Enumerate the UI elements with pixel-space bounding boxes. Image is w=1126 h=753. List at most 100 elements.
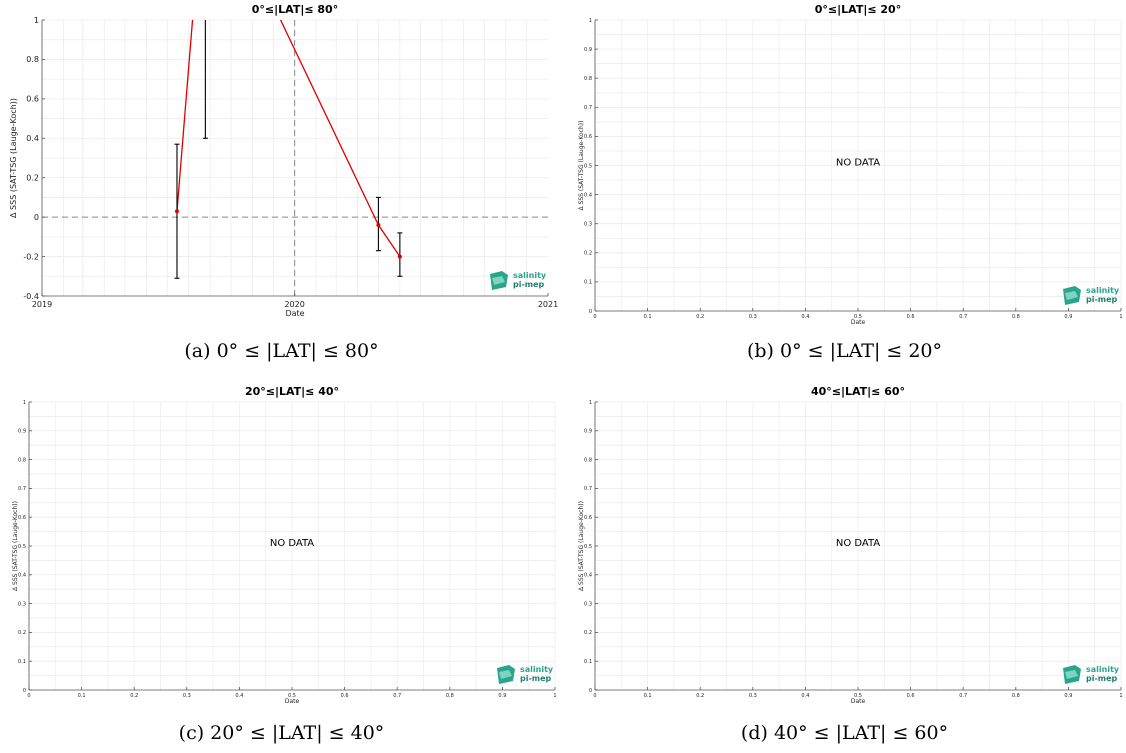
y-tick-labels: 0 0.1 0.2 0.3 0.4 0.5 0.6 0.7 0.8 0.9 1 <box>584 400 598 694</box>
x-tick-labels: 0 0.1 0.2 0.3 0.4 0.5 0.6 0.7 0.8 0.9 1 <box>27 687 557 699</box>
y-tick-label: 0.5 <box>18 544 26 550</box>
x-axis-label: Date <box>851 319 866 326</box>
x-tick-label: 0.3 <box>183 693 191 699</box>
y-tick-label: 0.4 <box>26 134 39 143</box>
y-tick-label: 0.5 <box>584 544 592 550</box>
logo-mark-highlight-icon <box>499 670 512 679</box>
logo-mark-highlight-icon <box>492 276 505 285</box>
x-tick-label: 0.1 <box>644 693 652 699</box>
caption-b: (b) 0° ≤ |LAT| ≤ 20° <box>746 340 943 362</box>
y-tick-label: 1 <box>23 400 26 406</box>
y-tick-label: 0.2 <box>18 630 26 636</box>
y-tick-label: 0.4 <box>584 573 592 579</box>
chart-title: 0°≤|LAT|≤ 20° <box>815 3 901 16</box>
logo-line2: pi-mep <box>520 674 552 683</box>
y-axis-label: Δ SSS (SAT-TSG (Lauge-Koch)) <box>9 98 18 218</box>
grid-lines <box>594 19 1122 312</box>
y-tick-label: -0.2 <box>23 252 39 261</box>
y-tick-label: 0.2 <box>26 174 39 183</box>
series-line <box>176 20 401 257</box>
y-tick-label: 0.6 <box>584 134 592 140</box>
x-tick-label: 0.8 <box>1012 314 1020 320</box>
x-axis-label: Date <box>851 698 866 705</box>
x-axis-label: Date <box>285 698 300 705</box>
y-tick-labels: 0 0.1 0.2 0.3 0.4 0.5 0.6 0.7 0.8 0.9 1 <box>584 18 598 315</box>
panel-a: 2019 2020 2021 -0.4 -0.2 0 0.2 0.4 0.6 0.8 1 0°≤|LA… <box>0 0 563 340</box>
y-tick-label: 0.8 <box>584 76 592 82</box>
x-tick-label: 0.7 <box>959 693 967 699</box>
y-tick-label: 1 <box>589 400 592 406</box>
logo-line2: pi-mep <box>513 280 545 289</box>
data-point <box>397 254 402 259</box>
x-tick-label: 0.6 <box>907 693 915 699</box>
y-tick-label: -0.4 <box>23 292 39 301</box>
y-tick-label: 0.8 <box>26 55 39 64</box>
x-tick-label: 0 <box>593 314 596 320</box>
chart-d-svg: 0 0.1 0.2 0.3 0.4 0.5 0.6 0.7 0.8 0.9 100.10.20.30… <box>578 385 1123 705</box>
x-tick-label: 0.2 <box>696 314 704 320</box>
y-tick-label: 0 <box>34 213 39 222</box>
x-tick-label: 0.4 <box>801 314 809 320</box>
x-tick-label: 0.6 <box>907 314 915 320</box>
x-tick-label: 2021 <box>538 300 558 309</box>
no-data-label: NO DATA <box>270 538 314 549</box>
data-point <box>376 223 381 228</box>
y-tick-label: 0.2 <box>584 251 592 257</box>
y-tick-label: 0 <box>23 688 26 694</box>
y-tick-label: 0.3 <box>584 601 592 607</box>
y-tick-label: 0.9 <box>584 47 592 53</box>
x-tick-label: 0.9 <box>1064 314 1072 320</box>
chart-c-svg: 0 0.1 0.2 0.3 0.4 0.5 0.6 0.7 0.8 0.9 100.10.20.30… <box>12 385 557 705</box>
x-tick-label: 0.1 <box>644 314 652 320</box>
y-tick-label: 0.1 <box>584 280 592 286</box>
x-tick-labels: 0 0.1 0.2 0.3 0.4 0.5 0.6 0.7 0.8 0.9 1 <box>593 687 1123 699</box>
x-tick-label: 0.2 <box>130 693 138 699</box>
x-tick-label: 0.5 <box>854 693 862 699</box>
x-tick-label: 1 <box>1119 314 1122 320</box>
y-tick-labels: -0.4 -0.2 0 0.2 0.4 0.6 0.8 1 <box>23 16 45 301</box>
logo-mark-highlight-icon <box>1065 670 1078 679</box>
logo-line1: salinity <box>1086 665 1120 674</box>
y-tick-label: 1 <box>589 18 592 24</box>
caption-c: (c) 20° ≤ |LAT| ≤ 40° <box>178 722 385 744</box>
y-tick-label: 0.4 <box>584 192 592 198</box>
x-tick-label: 0.3 <box>749 693 757 699</box>
panel-b: 0 0.1 0.2 0.3 0.4 0.5 0.6 0.7 0.8 0.9 1 0 0.1 0.2 0.3 0… <box>563 0 1126 340</box>
data-point <box>174 209 179 214</box>
x-tick-label: 0.7 <box>393 693 401 699</box>
logo-mark-highlight-icon <box>1065 291 1078 300</box>
y-tick-labels: 0 0.1 0.2 0.3 0.4 0.5 0.6 0.7 0.8 0.9 1 <box>18 400 32 694</box>
x-tick-label: 0.8 <box>446 693 454 699</box>
x-tick-label: 0.7 <box>959 314 967 320</box>
y-tick-label: 0.9 <box>584 429 592 435</box>
y-tick-label: 0.1 <box>18 659 26 665</box>
y-axis-label: Δ SSS (SAT-TSG (Lauge-Koch)) <box>12 501 19 591</box>
no-data-label: NO DATA <box>836 158 880 169</box>
y-tick-label: 0.5 <box>584 163 592 169</box>
chart-a-svg: 2019 2020 2021 -0.4 -0.2 0 0.2 0.4 0.6 0.8 1 0°≤|LA… <box>9 3 558 318</box>
x-tick-label: 1 <box>553 693 556 699</box>
y-tick-label: 0.6 <box>584 515 592 521</box>
y-tick-label: 0.7 <box>18 486 26 492</box>
no-data-label: NO DATA <box>836 538 880 549</box>
x-tick-label: 0.4 <box>801 693 809 699</box>
logo-line1: salinity <box>520 665 554 674</box>
caption-a: (a) 0° ≤ |LAT| ≤ 80° <box>184 340 379 362</box>
x-tick-labels: 0 0.1 0.2 0.3 0.4 0.5 0.6 0.7 0.8 0.9 1 <box>593 308 1123 320</box>
x-tick-label: 0.3 <box>749 314 757 320</box>
panel-d: 0 0.1 0.2 0.3 0.4 0.5 0.6 0.7 0.8 0.9 1 0 0.1 0.2 0.3 0… <box>563 380 1126 720</box>
y-tick-label: 0.2 <box>584 630 592 636</box>
x-tick-label: 0.5 <box>854 314 862 320</box>
x-tick-label: 0.2 <box>696 693 704 699</box>
y-axis-label: Δ SSS (SAT-TSG (Lauge-Koch)) <box>578 501 585 591</box>
x-tick-label: 0.9 <box>1064 693 1072 699</box>
logo-line2: pi-mep <box>1086 295 1118 304</box>
x-tick-label: 0.8 <box>1012 693 1020 699</box>
y-tick-label: 0.8 <box>18 457 26 463</box>
logo-line2: pi-mep <box>1086 674 1118 683</box>
y-axis-label: Δ SSS (SAT-TSG (Lauge-Koch)) <box>578 121 585 211</box>
y-tick-label: 0.6 <box>26 95 39 104</box>
chart-title: 0°≤|LAT|≤ 80° <box>252 3 338 16</box>
